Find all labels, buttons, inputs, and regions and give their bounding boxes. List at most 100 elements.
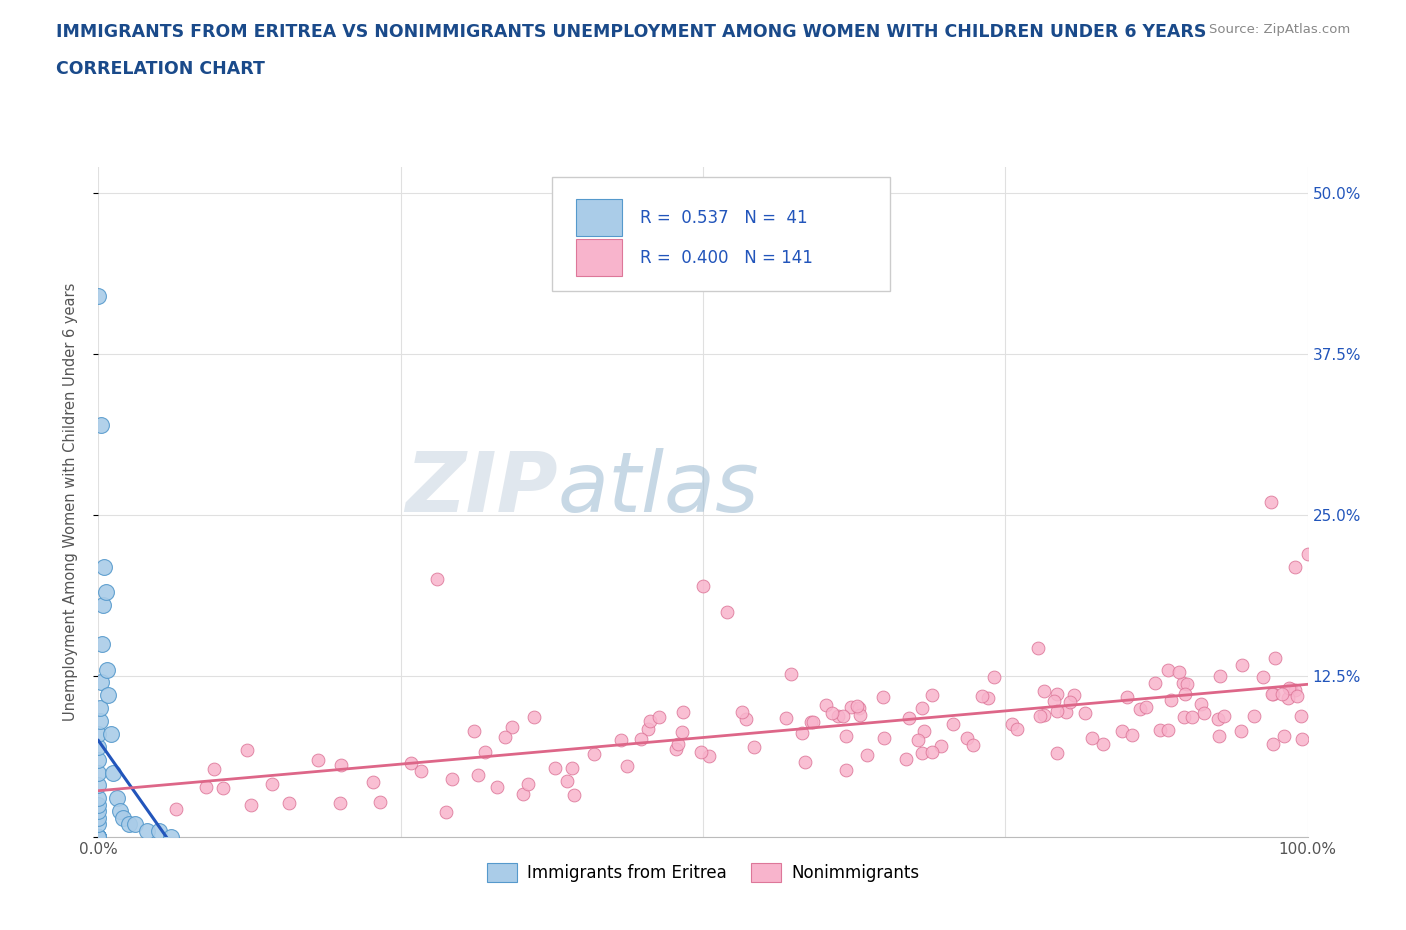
Point	[1026, 641, 1049, 656]
Point	[855, 748, 877, 763]
Point	[87, 817, 110, 831]
Point	[212, 780, 235, 795]
Point	[873, 730, 896, 745]
Point	[1279, 682, 1302, 697]
Point	[1173, 710, 1195, 724]
Point	[1291, 731, 1313, 746]
Point	[87, 830, 110, 844]
Point	[101, 765, 124, 780]
Point	[931, 738, 953, 753]
Point	[921, 745, 943, 760]
Text: CORRELATION CHART: CORRELATION CHART	[56, 60, 266, 78]
Point	[692, 578, 714, 593]
Point	[744, 739, 766, 754]
Point	[1230, 658, 1253, 672]
Point	[426, 572, 449, 587]
Point	[1121, 727, 1143, 742]
Point	[90, 675, 112, 690]
Point	[1264, 651, 1286, 666]
Point	[1272, 728, 1295, 743]
Point	[616, 759, 638, 774]
Point	[1286, 688, 1309, 703]
Point	[1230, 724, 1253, 738]
Point	[983, 670, 1005, 684]
Point	[1181, 710, 1204, 724]
Point	[1277, 691, 1299, 706]
Point	[561, 761, 583, 776]
Point	[794, 754, 817, 769]
Point	[441, 772, 464, 787]
Point	[1177, 677, 1199, 692]
Point	[409, 764, 432, 778]
Point	[848, 701, 870, 716]
Point	[236, 743, 259, 758]
Point	[555, 774, 578, 789]
Point	[1160, 693, 1182, 708]
Point	[91, 636, 114, 651]
Point	[87, 830, 110, 844]
Point	[87, 739, 110, 754]
Point	[1005, 722, 1028, 737]
Point	[108, 804, 131, 818]
Point	[1129, 702, 1152, 717]
Point	[832, 709, 855, 724]
Point	[239, 798, 262, 813]
Point	[87, 790, 110, 805]
Point	[1081, 730, 1104, 745]
Point	[699, 748, 721, 763]
Point	[790, 725, 813, 740]
Point	[800, 714, 823, 729]
Point	[1046, 686, 1069, 701]
Point	[124, 817, 146, 831]
Point	[1111, 724, 1133, 738]
Point	[1157, 663, 1180, 678]
Point	[731, 705, 754, 720]
Point	[1189, 697, 1212, 711]
Point	[467, 768, 489, 783]
Point	[1074, 706, 1097, 721]
Point	[638, 713, 661, 728]
Point	[894, 751, 917, 766]
Point	[1296, 546, 1319, 561]
Point	[1046, 703, 1069, 718]
Point	[839, 699, 862, 714]
Point	[690, 745, 713, 760]
Point	[202, 762, 225, 777]
Point	[672, 705, 695, 720]
Point	[87, 830, 110, 844]
Point	[849, 708, 872, 723]
Point	[962, 737, 984, 752]
Point	[87, 830, 110, 844]
Point	[1173, 675, 1195, 690]
Point	[100, 726, 122, 741]
Point	[87, 288, 110, 303]
Point	[1174, 687, 1197, 702]
Point	[1001, 717, 1024, 732]
Point	[637, 722, 659, 737]
Point	[485, 780, 508, 795]
Point	[671, 724, 693, 739]
Point	[93, 559, 115, 574]
Point	[399, 755, 422, 770]
Point	[1261, 686, 1284, 701]
Point	[835, 763, 858, 777]
Point	[434, 804, 457, 819]
FancyBboxPatch shape	[576, 199, 621, 236]
Point	[89, 701, 111, 716]
Point	[97, 688, 120, 703]
Point	[911, 700, 934, 715]
Point	[512, 786, 534, 801]
Legend: Immigrants from Eritrea, Nonimmigrants: Immigrants from Eritrea, Nonimmigrants	[479, 857, 927, 889]
Point	[1144, 675, 1167, 690]
Point	[523, 710, 546, 724]
FancyBboxPatch shape	[551, 178, 890, 291]
Text: atlas: atlas	[558, 448, 759, 529]
Point	[735, 712, 758, 727]
Point	[897, 711, 920, 725]
Point	[1192, 705, 1215, 720]
Point	[87, 830, 110, 844]
Point	[1028, 709, 1050, 724]
Point	[278, 795, 301, 810]
Text: IMMIGRANTS FROM ERITREA VS NONIMMIGRANTS UNEMPLOYMENT AMONG WOMEN WITH CHILDREN : IMMIGRANTS FROM ERITREA VS NONIMMIGRANTS…	[56, 23, 1206, 41]
Point	[780, 667, 803, 682]
